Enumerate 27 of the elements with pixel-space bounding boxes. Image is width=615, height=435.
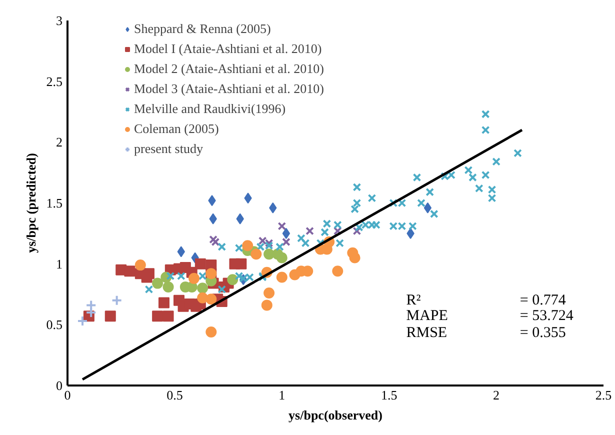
legend-label: Melville and Raudkivi(1996) xyxy=(134,101,286,117)
y-tick-label: 2 xyxy=(56,134,62,150)
y-tick-label: 3 xyxy=(56,13,62,28)
y-tick-label: 0.5 xyxy=(46,317,62,332)
annotation: = 53.724 xyxy=(520,308,574,324)
legend-label: Model 2 (Ataie-Ashtiani et al. 2010) xyxy=(134,61,324,77)
legend-label: Model 3 (Ataie-Ashtiani et al. 2010) xyxy=(134,81,324,97)
x-tick-label: 0.5 xyxy=(166,388,183,402)
y-tick-label: 1 xyxy=(56,256,62,272)
y-axis-title: ys/bpc (predicted) xyxy=(23,153,38,253)
x-tick-label: 1 xyxy=(278,388,286,402)
legend-label: Coleman (2005) xyxy=(134,121,219,137)
y-tick-label: 2.5 xyxy=(46,74,62,89)
legend-label: Sheppard & Renna (2005) xyxy=(134,21,271,37)
annotation: = 0.774 xyxy=(520,292,566,308)
annotation: MAPE xyxy=(406,308,448,324)
legend-label: Model I (Ataie-Ashtiani et al. 2010) xyxy=(134,41,322,57)
annotation: RMSE xyxy=(406,325,448,342)
x-tick-label: 1.5 xyxy=(380,388,398,402)
annotation: = 0.355 xyxy=(520,325,566,342)
x-tick-label: 2.5 xyxy=(595,388,612,402)
y-tick-label: 1.5 xyxy=(46,196,62,210)
x-axis-title: ys/bpc(observed) xyxy=(288,408,382,422)
legend-label: present study xyxy=(134,141,203,157)
annotation: R² xyxy=(406,292,422,308)
y-tick-label: 0 xyxy=(56,378,62,393)
x-tick-label: 2 xyxy=(493,388,500,402)
